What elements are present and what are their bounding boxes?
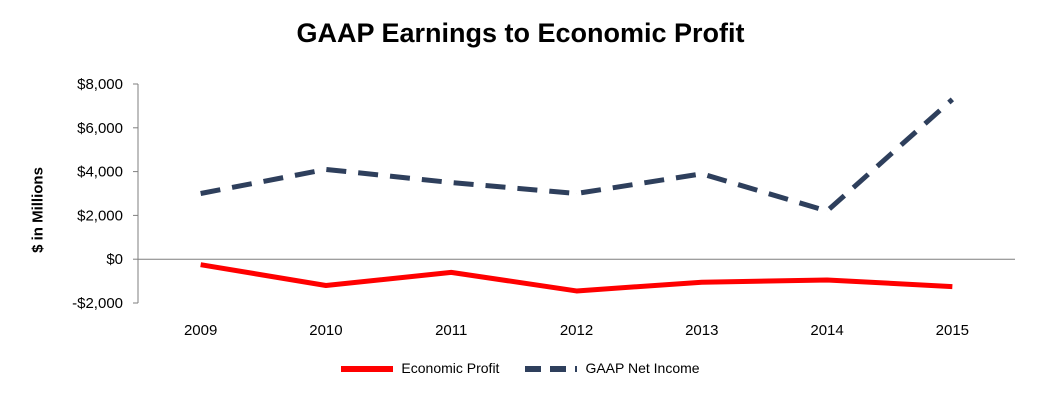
legend: Economic Profit GAAP Net Income <box>0 360 1041 376</box>
series-lines <box>200 97 955 294</box>
legend-swatch-economic-profit <box>341 362 394 374</box>
y-tick-label: $8,000 <box>77 76 123 93</box>
legend-label-gaap-net-income: GAAP Net Income <box>585 360 700 376</box>
legend-swatch-gaap-net-income <box>525 362 578 374</box>
legend-item-gaap-net-income: GAAP Net Income <box>525 360 700 376</box>
x-tick-label: 2011 <box>435 322 467 339</box>
series-line-economic-profit <box>200 262 953 294</box>
x-tick-labels: 2009 2010 2011 2012 2013 2014 2015 <box>184 322 969 339</box>
x-tick-label: 2015 <box>936 322 969 339</box>
x-tick-label: 2010 <box>309 322 342 339</box>
x-tick-label: 2013 <box>685 322 718 339</box>
axes <box>133 83 1015 304</box>
x-tick-label: 2012 <box>560 322 593 339</box>
y-tick-labels: -$2,000 $0 $2,000 $4,000 $6,000 $8,000 <box>72 76 123 312</box>
x-tick-label: 2009 <box>184 322 217 339</box>
chart-title: GAAP Earnings to Economic Profit <box>296 18 745 48</box>
x-tick-label: 2014 <box>810 322 843 339</box>
y-tick-label: $4,000 <box>77 164 123 181</box>
series-line-gaap-net-income <box>200 97 955 214</box>
legend-label-economic-profit: Economic Profit <box>401 360 500 376</box>
y-tick-label: -$2,000 <box>72 295 123 312</box>
y-tick-label: $6,000 <box>77 120 123 137</box>
legend-item-economic-profit: Economic Profit <box>341 360 499 376</box>
y-tick-label: $0 <box>106 251 123 268</box>
y-tick-label: $2,000 <box>77 207 123 224</box>
